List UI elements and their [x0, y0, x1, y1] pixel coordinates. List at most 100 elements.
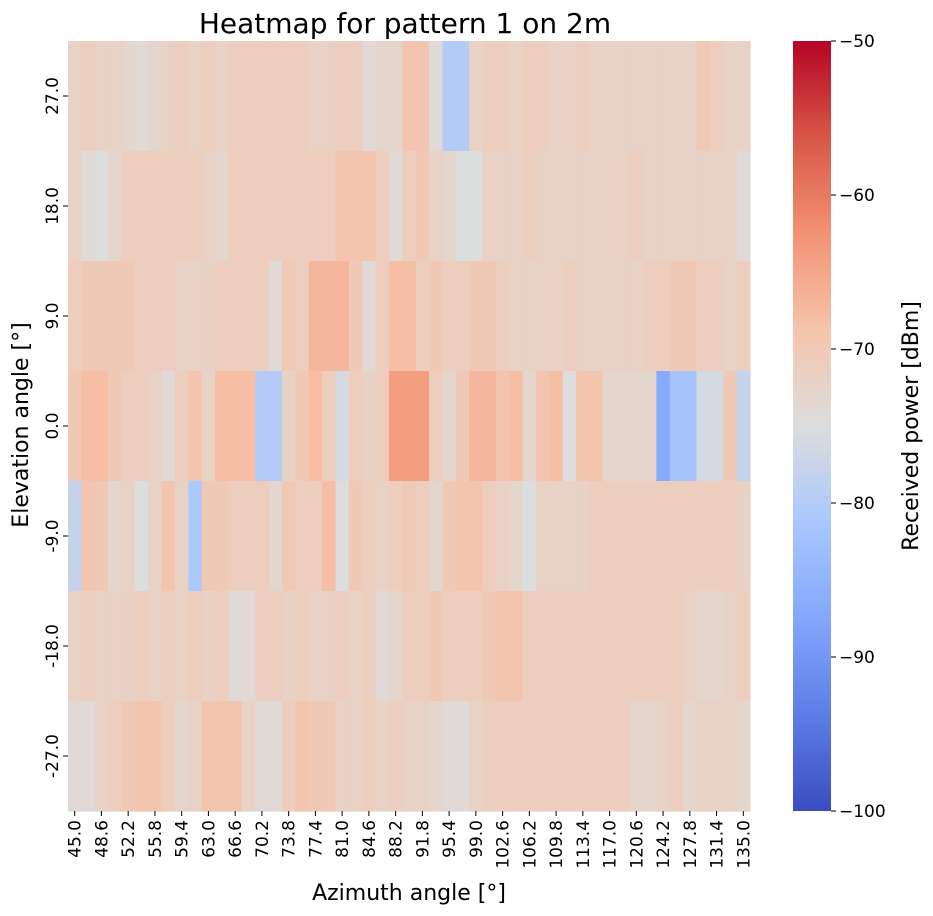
heatmap-cell — [602, 591, 617, 702]
heatmap-cell — [134, 701, 149, 812]
heatmap-cell — [148, 41, 163, 152]
heatmap-cell — [121, 701, 136, 812]
heatmap-cell — [308, 261, 323, 372]
heatmap-cell — [94, 151, 109, 262]
heatmap-cell — [429, 371, 444, 482]
heatmap-cell — [656, 701, 671, 812]
heatmap-cell — [255, 701, 270, 812]
heatmap-cell — [709, 261, 724, 372]
heatmap-cell — [134, 261, 149, 372]
heatmap-cell — [683, 151, 698, 262]
heatmap-cell — [736, 591, 751, 702]
heatmap-cell — [669, 701, 684, 812]
heatmap-cell — [442, 371, 457, 482]
heatmap-cell — [509, 481, 524, 592]
heatmap-cell — [148, 151, 163, 262]
x-tick-label: 52.2 — [119, 820, 139, 858]
heatmap-cell — [509, 41, 524, 152]
heatmap-cell — [174, 701, 189, 812]
heatmap-cell — [602, 701, 617, 812]
heatmap-cell — [696, 151, 711, 262]
heatmap-cell — [643, 371, 657, 482]
colorbar-label: Received power [dBm] — [899, 301, 924, 551]
heatmap-cell — [629, 151, 644, 262]
heatmap-cell — [589, 371, 604, 482]
heatmap-cell — [482, 371, 497, 482]
heatmap-cell — [723, 261, 738, 372]
heatmap-cell — [576, 151, 591, 262]
heatmap-cell — [562, 41, 577, 152]
heatmap-cell — [215, 701, 230, 812]
heatmap-cell — [362, 41, 377, 152]
heatmap-cell — [616, 591, 631, 702]
heatmap-cell — [81, 371, 96, 482]
heatmap-cell — [81, 41, 96, 152]
heatmap-cell — [469, 481, 484, 592]
heatmap-cell — [429, 261, 444, 372]
heatmap-cell — [295, 151, 310, 262]
heatmap-cell — [549, 591, 564, 702]
heatmap-cell — [709, 371, 724, 482]
colorbar-tick-label: −100 — [839, 802, 886, 822]
heatmap-cell — [629, 261, 644, 372]
heatmap-cell — [402, 151, 417, 262]
heatmap-cell — [522, 481, 537, 592]
heatmap-cell — [241, 591, 256, 702]
heatmap-cell — [322, 481, 337, 592]
heatmap-cell — [696, 261, 711, 372]
heatmap-cell — [362, 261, 377, 372]
heatmap-cell — [228, 481, 243, 592]
heatmap-cell — [576, 371, 591, 482]
heatmap-cell — [268, 481, 283, 592]
heatmap-cell — [295, 591, 310, 702]
heatmap-cell — [429, 151, 444, 262]
heatmap-cell — [348, 481, 363, 592]
heatmap-cell — [669, 261, 684, 372]
heatmap-cell — [161, 591, 176, 702]
x-tick-label: 45.0 — [66, 820, 86, 858]
colorbar-tick-label: −80 — [839, 494, 875, 514]
heatmap-cell — [522, 371, 537, 482]
heatmap-cell — [549, 151, 564, 262]
colorbar — [793, 41, 831, 811]
heatmap-cell — [709, 591, 724, 702]
heatmap-cell — [295, 371, 310, 482]
heatmap-cell — [669, 371, 684, 482]
heatmap-cell — [281, 591, 296, 702]
heatmap-cell — [174, 591, 189, 702]
heatmap-cell — [442, 151, 457, 262]
heatmap-cell — [536, 591, 551, 702]
heatmap-cell — [81, 701, 96, 812]
heatmap-cell — [94, 481, 109, 592]
heatmap-cell — [268, 41, 283, 152]
heatmap-cell — [215, 41, 230, 152]
heatmap-cell — [549, 481, 564, 592]
heatmap-cell — [576, 701, 591, 812]
heatmap-cell — [589, 151, 604, 262]
heatmap-cell — [549, 701, 564, 812]
heatmap-cell — [121, 151, 136, 262]
heatmap-cell — [121, 261, 136, 372]
heatmap-cell — [241, 481, 256, 592]
heatmap-cell — [602, 371, 617, 482]
heatmap-cell — [375, 41, 390, 152]
x-tick-label: 91.8 — [413, 820, 433, 858]
heatmap-cell — [335, 371, 350, 482]
heatmap-cell — [362, 701, 377, 812]
heatmap-cell — [495, 151, 510, 262]
heatmap-cell — [602, 41, 617, 152]
heatmap-cell — [589, 591, 604, 702]
y-tick-label: 18.0 — [43, 187, 63, 225]
x-tick-label: 59.4 — [173, 820, 193, 858]
heatmap-cell — [215, 371, 230, 482]
heatmap-cell — [536, 151, 551, 262]
heatmap-cell — [482, 261, 497, 372]
heatmap-cell — [322, 41, 337, 152]
heatmap-cell — [656, 481, 671, 592]
heatmap-cell — [348, 591, 363, 702]
heatmap-cell — [68, 41, 82, 152]
heatmap-cell — [388, 701, 403, 812]
heatmap-cell — [495, 701, 510, 812]
heatmap-cell — [415, 701, 430, 812]
heatmap-cell — [348, 261, 363, 372]
